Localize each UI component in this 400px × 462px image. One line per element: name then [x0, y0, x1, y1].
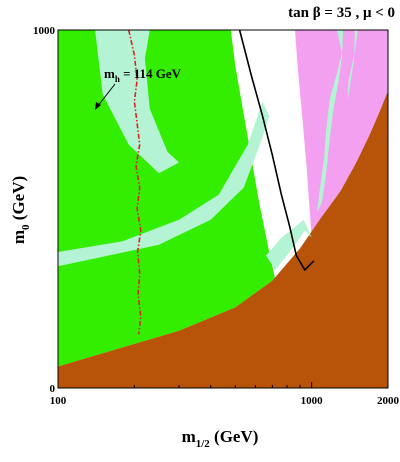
- higgs-annotation-arrowhead: [95, 102, 101, 110]
- bands-layer: [58, 30, 358, 270]
- x-axis-label-sub: 1/2: [196, 438, 211, 450]
- y-tick-label: 1000: [33, 25, 56, 37]
- higgs-annotation-label: mh = 114 GeV: [104, 66, 182, 84]
- cosmology-band-1: [58, 101, 270, 267]
- y-axis-label-unit: (GeV): [9, 176, 28, 225]
- higgs-mass-contour: [127, 29, 142, 335]
- y-axis-label-sub: 0: [20, 224, 32, 230]
- x-tick-label: 100: [50, 395, 67, 407]
- cosmology-band-4: [347, 30, 358, 102]
- y-tick-label: 0: [50, 383, 56, 395]
- cosmology-band-0: [95, 30, 179, 174]
- series-layer: [127, 29, 315, 335]
- ticks-layer: 100 1000 2000 0 1000: [33, 25, 400, 407]
- cosmology-band-3: [317, 30, 344, 213]
- higgs-annotation: mh = 114 GeV: [95, 66, 182, 110]
- cosmology-band-2: [265, 219, 312, 270]
- brown-region: [58, 90, 388, 389]
- pink-region: [295, 30, 388, 238]
- boundary-line: [238, 29, 315, 272]
- higgs-annotation-arrow: [96, 83, 116, 108]
- chart-title: tan β = 35 , μ < 0: [288, 5, 395, 21]
- y-axis-label: m0 (GeV): [9, 176, 32, 244]
- x-axis-label-unit: (GeV): [210, 427, 259, 446]
- plot-frame: [57, 29, 389, 389]
- x-tick-label: 1000: [301, 395, 324, 407]
- x-axis-label: m1/2 (GeV): [182, 427, 259, 450]
- x-tick-label: 2000: [377, 395, 400, 407]
- green-region: [58, 30, 276, 367]
